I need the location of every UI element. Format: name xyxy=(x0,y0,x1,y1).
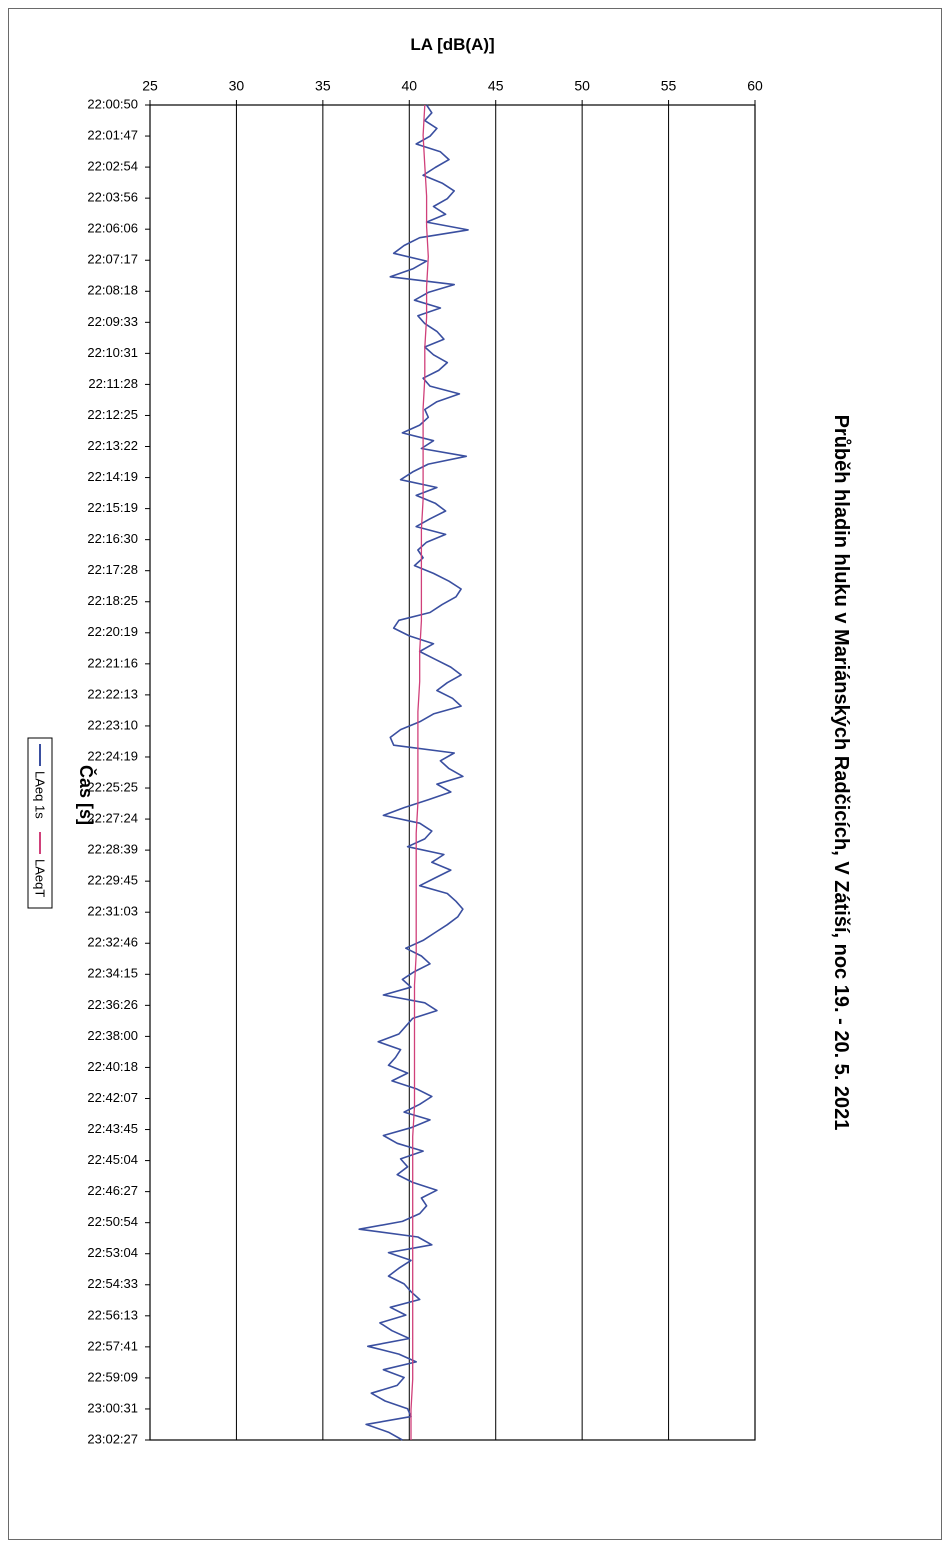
y-axis-label: LA [dB(A)] xyxy=(410,35,494,54)
legend-label: LAeq 1s xyxy=(33,771,48,819)
x-tick-label: 22:42:07 xyxy=(87,1090,138,1105)
x-tick-label: 22:36:26 xyxy=(87,997,138,1012)
x-tick-label: 23:02:27 xyxy=(87,1431,138,1446)
x-tick-label: 22:21:16 xyxy=(87,655,138,670)
plot-border xyxy=(149,104,756,1441)
x-tick-label: 22:34:15 xyxy=(87,966,138,981)
x-tick-label: 22:27:24 xyxy=(87,811,138,826)
series-layer xyxy=(358,104,469,1441)
x-tick-label: 22:23:10 xyxy=(87,717,138,732)
x-tick-label: 22:43:45 xyxy=(87,1121,138,1136)
y-tick-label: 40 xyxy=(401,78,417,94)
series-line-laeqt xyxy=(410,104,429,1440)
y-tick-label: 55 xyxy=(661,78,677,94)
x-tick-label: 22:25:25 xyxy=(87,779,138,794)
x-tick-label: 22:24:19 xyxy=(87,748,138,763)
x-tick-label: 22:29:45 xyxy=(87,873,138,888)
x-tick-label: 22:22:13 xyxy=(87,686,138,701)
x-tick-label: 22:45:04 xyxy=(87,1152,138,1167)
x-tick-label: 22:40:18 xyxy=(87,1059,138,1074)
x-tick-label: 22:07:17 xyxy=(87,252,138,267)
x-axis-label: Čas [s] xyxy=(76,765,97,825)
x-tick-label: 22:10:31 xyxy=(87,345,138,360)
legend-label: LAeqT xyxy=(33,859,48,897)
x-tick-label: 22:53:04 xyxy=(87,1245,138,1260)
y-tick-label: 25 xyxy=(142,78,158,94)
x-tick-label: 22:13:22 xyxy=(87,438,138,453)
x-tick-label: 22:01:47 xyxy=(87,127,138,142)
y-tick-label: 50 xyxy=(574,78,590,94)
y-tick-label: 60 xyxy=(747,78,763,94)
x-tick-label: 22:17:28 xyxy=(87,562,138,577)
y-tick-label: 35 xyxy=(315,78,331,94)
x-tick-label: 23:00:31 xyxy=(87,1400,138,1415)
legend-box xyxy=(27,737,53,909)
x-tick-label: 22:28:39 xyxy=(87,842,138,857)
chart-frame xyxy=(8,8,942,1540)
x-tick-label: 22:02:54 xyxy=(87,159,138,174)
x-tick-label: 22:06:06 xyxy=(87,221,138,236)
x-tick-label: 22:46:27 xyxy=(87,1183,138,1198)
x-tick-label: 22:11:28 xyxy=(88,376,138,391)
x-tick-label: 22:18:25 xyxy=(87,593,138,608)
x-tick-label: 22:15:19 xyxy=(87,500,138,515)
plot-area xyxy=(149,104,756,1441)
y-tick-labels: 25 30 35 40 45 50 55 60 xyxy=(142,78,763,105)
x-tick-label: 22:16:30 xyxy=(87,531,138,546)
x-tick-label: 22:31:03 xyxy=(87,904,138,919)
x-tick-label: 22:14:19 xyxy=(87,469,138,484)
y-tick-label: 30 xyxy=(229,78,245,94)
x-tick-label: 22:32:46 xyxy=(87,935,138,950)
x-tick-label: 22:03:56 xyxy=(87,190,138,205)
x-tick-label: 22:57:41 xyxy=(87,1338,138,1353)
x-tick-label: 22:08:18 xyxy=(87,283,138,298)
y-tick-label: 45 xyxy=(488,78,504,94)
x-tick-label: 22:50:54 xyxy=(87,1214,138,1229)
x-tick-label: 22:56:13 xyxy=(87,1307,138,1322)
x-tick-label: 22:20:19 xyxy=(87,624,138,639)
x-tick-label: 22:12:25 xyxy=(87,407,138,422)
x-tick-label: 22:00:50 xyxy=(87,96,138,111)
x-tick-label: 22:59:09 xyxy=(87,1369,138,1384)
series-line-laeq-1s xyxy=(358,104,469,1441)
legend: LAeq 1s LAeqT xyxy=(27,737,53,909)
x-tick-label: 22:54:33 xyxy=(87,1276,138,1291)
x-tick-label: 22:38:00 xyxy=(87,1028,138,1043)
chart-title: Průběh hladin hluku v Mariánských Radčic… xyxy=(830,415,852,1131)
x-tick-labels: 22:00:50 22:01:47 22:02:54 22:03:56 22:06:06… xyxy=(87,96,150,1446)
x-tick-label: 22:09:33 xyxy=(87,314,138,329)
